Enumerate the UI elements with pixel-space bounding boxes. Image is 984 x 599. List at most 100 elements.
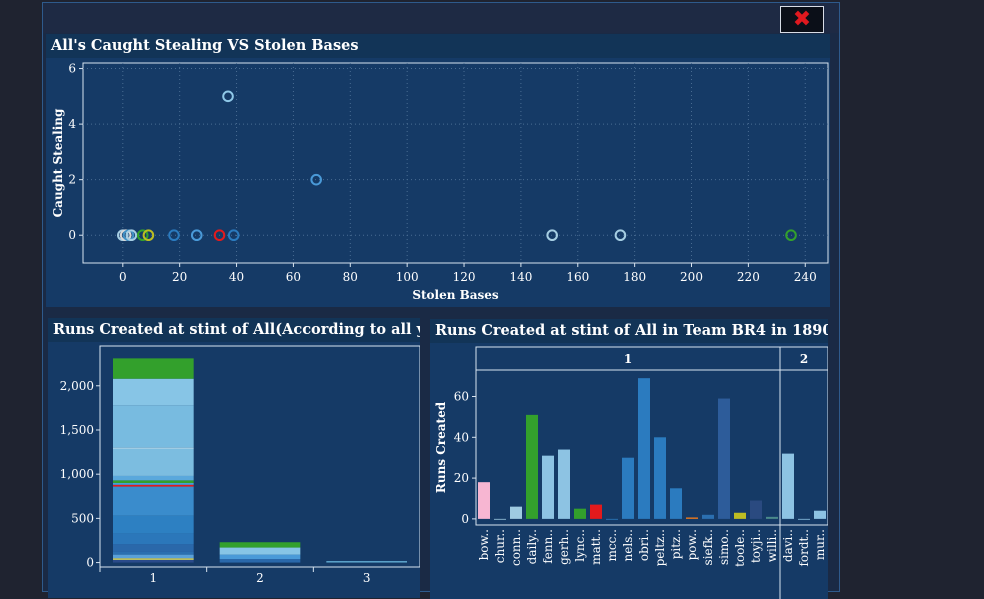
x-tick-label: 120 [453,270,476,284]
x-tick-label: conn.. [509,529,523,566]
y-tick-label: 2,000 [60,379,94,393]
x-tick-label: 80 [343,270,358,284]
y-tick-label: 1,000 [60,467,94,481]
x-tick-label: fenn.. [541,529,555,564]
bar [494,518,506,520]
bar [606,518,618,520]
team-bar-chart: 0 20 40 60 Runs Created 1 bow.. chur.. conn.. dai… [434,346,828,599]
scatter-plot-area [82,62,829,264]
bar [686,517,698,519]
x-tick-label: chur.. [493,529,507,563]
group-header [475,346,828,371]
stack-segment [113,558,194,560]
scatter-chart: 0 20 40 60 80 100 120 140 160 180 200 220 240 0 2 4 6 Sto… [51,62,829,302]
x-tick-label: matt.. [589,529,603,565]
x-tick-label: 160 [566,270,589,284]
x-tick-label: bow.. [477,529,491,560]
bar [750,500,762,519]
bar [814,510,826,519]
scatter-point [227,229,240,242]
x-tick-label: lync.. [573,529,587,562]
stack-segment [113,515,194,534]
stacked-bar-chart: 0 500 1,000 1,500 2,000 1 2 3 [60,345,420,585]
bar [510,506,522,519]
x-tick-label: 240 [794,270,817,284]
scatter-point [142,229,155,242]
scatter-point [125,229,138,242]
scatter-panel: All's Caught Stealing VS Stolen Bases 0 2… [46,34,830,307]
x-tick-label: fordt.. [797,529,811,567]
scatter-point [190,229,203,242]
bar [670,488,682,519]
y-axis-label: Caught Stealing [51,108,65,217]
x-tick-label: toole.. [733,529,747,567]
close-x-icon: ✖ [792,7,812,32]
bar [766,516,778,519]
scatter-point [136,229,149,242]
x-tick-label: daily.. [525,529,539,564]
x-tick-label: willi.. [765,529,779,562]
stack-segment [113,405,194,448]
scatter-point [614,229,627,242]
stack-segment [113,483,194,485]
y-tick-label: 500 [71,511,94,525]
x-tick-label: obri.. [637,529,651,561]
x-tick-label: 0 [119,270,127,284]
stack-segment [113,358,194,379]
y-tick-label: 0 [86,556,94,570]
team-title: Runs Created at stint of All in Team BR4… [430,319,828,343]
close-button[interactable]: ✖ [780,6,824,33]
x-tick-label: davi.. [781,529,795,562]
x-tick-label: gerh.. [557,529,571,565]
x-tick-label: 180 [623,270,646,284]
scatter-point [785,229,797,242]
bar [782,453,794,519]
stack-segment [113,447,194,449]
stack-segment [113,559,194,563]
y-tick-label: 1,500 [60,423,94,437]
y-tick-label: 2 [68,173,76,187]
bar [638,378,650,519]
stack-segment [113,551,194,555]
stack-segment [113,475,194,481]
stacked-title: Runs Created at stint of All(According t… [48,318,420,342]
scatter-point [213,229,226,242]
bar [542,455,554,519]
x-tick-label: 200 [680,270,703,284]
x-tick-label: 20 [172,270,187,284]
stack-segment [113,480,194,484]
stack-segment [113,544,194,552]
x-tick-label: simo.. [717,529,731,565]
x-tick-label: 40 [229,270,244,284]
group-label: 2 [800,352,808,366]
bar [622,457,634,519]
y-tick-label: 20 [454,471,469,485]
x-tick-label: peltz.. [653,529,667,566]
stack-segment [113,448,194,476]
x-tick-label: 220 [737,270,760,284]
group-label: 1 [624,352,632,366]
bar [590,504,602,519]
bar [798,518,810,520]
x-tick-label: 1 [150,571,158,585]
team-panel: Runs Created at stint of All in Team BR4… [430,319,828,599]
bar [478,482,490,519]
y-tick-label: 60 [454,390,469,404]
stack-segment [219,542,301,548]
x-tick-label: siefk.. [701,529,715,565]
bar [654,437,666,519]
stack-segment [113,554,194,559]
stacked-panel: Runs Created at stint of All(According t… [48,318,420,598]
bar [718,398,730,519]
x-axis-label: Stolen Bases [412,288,499,302]
stack-segment [219,547,301,555]
x-tick-label: mur.. [813,529,827,560]
x-tick-label: 140 [509,270,532,284]
y-tick-label: 4 [68,117,76,131]
scatter-title: All's Caught Stealing VS Stolen Bases [46,34,830,58]
bar [558,449,570,519]
y-tick-label: 0 [68,228,76,242]
x-tick-label: 100 [396,270,419,284]
x-tick-label: 60 [286,270,301,284]
x-tick-label: toyji.. [749,529,763,563]
